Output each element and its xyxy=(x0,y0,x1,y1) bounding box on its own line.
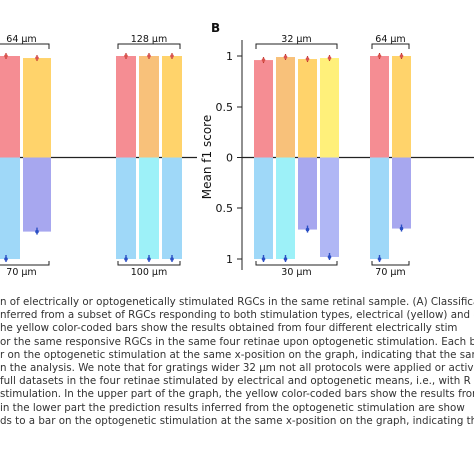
optogenetic-bar xyxy=(116,157,136,259)
mean-point xyxy=(283,55,288,59)
optogenetic-bar xyxy=(370,157,389,259)
caption-line: n of electrically or optogenetically sti… xyxy=(0,296,474,308)
mean-point xyxy=(124,257,128,261)
optogenetic-bar xyxy=(298,157,317,230)
caption-line: full datasets in the four retinae stimul… xyxy=(0,375,471,388)
caption-line: nferred from a subset of RGCs responding… xyxy=(0,309,474,322)
mean-point xyxy=(170,257,174,261)
mean-point xyxy=(4,54,8,58)
mean-point xyxy=(305,57,310,61)
figure-caption: n of electrically or optogenetically sti… xyxy=(0,296,474,428)
optogenetic-bar xyxy=(392,157,411,229)
caption-line: or the same responsive RGCs in the same … xyxy=(0,335,474,348)
optogenetic-bar xyxy=(320,157,339,257)
mean-point xyxy=(147,257,151,261)
mean-point xyxy=(399,54,404,58)
mean-point xyxy=(147,54,151,58)
caption-line: in the lower part the prediction results… xyxy=(0,401,465,414)
electrical-bar xyxy=(320,58,339,158)
mean-point xyxy=(261,58,266,62)
top-bracket-label: 32 μm xyxy=(281,34,311,45)
top-bracket-label: 64 μm xyxy=(6,34,36,45)
mean-point xyxy=(399,226,404,231)
optogenetic-bar xyxy=(276,157,295,259)
mean-point xyxy=(35,229,39,234)
optogenetic-bar xyxy=(0,157,20,259)
bottom-bracket xyxy=(371,261,410,266)
mean-point xyxy=(327,56,332,60)
caption-line: n the analysis. We note that for grating… xyxy=(0,361,474,374)
bottom-bracket xyxy=(0,261,50,266)
electrical-bar xyxy=(276,57,295,158)
electrical-bar xyxy=(370,56,389,158)
mean-point xyxy=(4,257,8,261)
y-tick-label: 1 xyxy=(226,253,233,266)
bottom-bracket xyxy=(255,261,338,266)
mean-point xyxy=(35,56,39,60)
electrical-bar xyxy=(139,56,159,158)
electrical-bar xyxy=(116,56,136,158)
electrical-bar xyxy=(392,56,411,158)
y-tick-label: 0.5 xyxy=(216,101,234,114)
bottom-bracket-label: 70 μm xyxy=(6,267,36,278)
bottom-bracket-label: 100 μm xyxy=(131,267,167,278)
electrical-bar xyxy=(298,59,317,158)
caption-line: stimulation. In the upper part of the gr… xyxy=(0,388,474,401)
figure-panels: 1 0.5 0 0.5 1 Mean f1 score B 64 μm 70 μm… xyxy=(0,21,474,278)
caption-line: ds to a bar on the optogenetic stimulati… xyxy=(0,414,474,427)
mean-point xyxy=(327,255,332,259)
mean-point xyxy=(283,257,288,261)
y-tick-label: 0.5 xyxy=(216,202,234,215)
optogenetic-bar xyxy=(139,157,159,259)
top-bracket xyxy=(117,43,181,49)
mean-point xyxy=(124,54,128,58)
caption-line: r on the optogenetic stimulation at the … xyxy=(0,348,474,361)
optogenetic-bar xyxy=(162,157,182,259)
top-bracket xyxy=(371,43,410,49)
electrical-bar xyxy=(254,60,273,158)
bottom-bracket-label: 30 μm xyxy=(281,267,311,278)
electrical-bar xyxy=(23,58,51,158)
mean-point xyxy=(261,257,266,261)
mean-point xyxy=(170,54,174,58)
bottom-bracket-label: 70 μm xyxy=(375,267,405,278)
bottom-bracket xyxy=(117,261,181,266)
y-axis-label: Mean f1 score xyxy=(200,115,214,199)
y-tick-label: 1 xyxy=(226,50,233,63)
top-bracket xyxy=(0,43,50,49)
panel-label-b: B xyxy=(211,21,220,35)
top-bracket xyxy=(255,43,338,49)
top-bracket-label: 128 μm xyxy=(131,34,167,45)
y-ticks-panel-b xyxy=(237,55,242,260)
y-tick-label: 0 xyxy=(226,152,233,165)
mean-point xyxy=(377,257,382,261)
caption-line: he yellow color-coded bars show the resu… xyxy=(0,322,458,335)
optogenetic-bar xyxy=(254,157,273,259)
electrical-bar xyxy=(0,56,20,158)
optogenetic-bar xyxy=(23,157,51,232)
mean-point xyxy=(377,54,382,58)
electrical-bar xyxy=(162,56,182,158)
top-bracket-label: 64 μm xyxy=(375,34,405,45)
mean-point xyxy=(305,227,310,232)
